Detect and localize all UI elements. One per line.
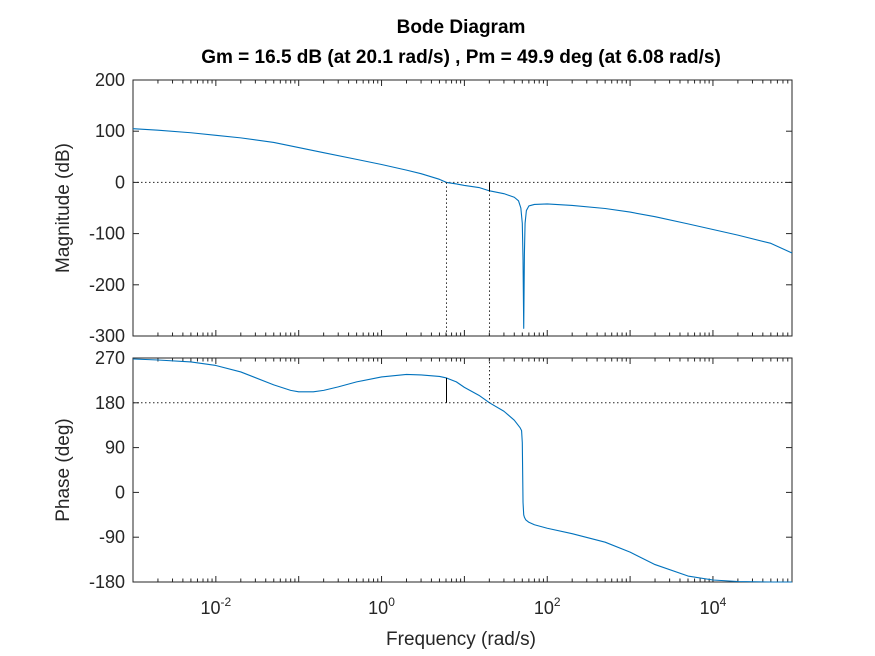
phase-trace <box>132 358 792 583</box>
phase-y-tick-label: -180 <box>89 572 125 592</box>
magnitude-y-tick-label: -200 <box>89 275 125 295</box>
magnitude-y-tick-label: -300 <box>89 326 125 346</box>
x-axis-ticks: 10-2 100 102 104 <box>200 595 726 618</box>
phase-y-tick-label: 90 <box>105 438 125 458</box>
chart-title: Bode Diagram <box>397 17 526 38</box>
phase-panel: 270 180 90 0 -90 -180 <box>89 348 793 592</box>
phase-axes-frame <box>132 357 793 583</box>
phase-y-tick-label: 180 <box>95 393 125 413</box>
magnitude-y-tick-label: 0 <box>115 172 125 192</box>
magnitude-y-tick-label: 200 <box>95 70 125 90</box>
phase-y-tick-label: 0 <box>115 482 125 502</box>
x-tick-label: 10-2 <box>200 595 231 618</box>
magnitude-y-tick-label: -100 <box>89 224 125 244</box>
chart-subtitle: Gm = 16.5 dB (at 20.1 rad/s) , Pm = 49.9… <box>201 47 721 68</box>
x-tick-label: 102 <box>534 595 561 618</box>
x-tick-label: 104 <box>700 595 727 618</box>
x-tick-label: 100 <box>368 595 395 618</box>
phase-y-tick-label: 270 <box>95 348 125 368</box>
x-axis-label: Frequency (rad/s) <box>386 629 536 650</box>
magnitude-panel: 200 100 0 -100 -200 -300 <box>89 70 793 346</box>
magnitude-trace <box>132 128 793 329</box>
phase-y-tick-label: -90 <box>99 527 125 547</box>
magnitude-axes-frame <box>132 79 793 337</box>
phase-axis-label: Phase (deg) <box>53 418 74 522</box>
magnitude-y-tick-label: 100 <box>95 121 125 141</box>
magnitude-axis-label: Magnitude (dB) <box>53 143 74 273</box>
